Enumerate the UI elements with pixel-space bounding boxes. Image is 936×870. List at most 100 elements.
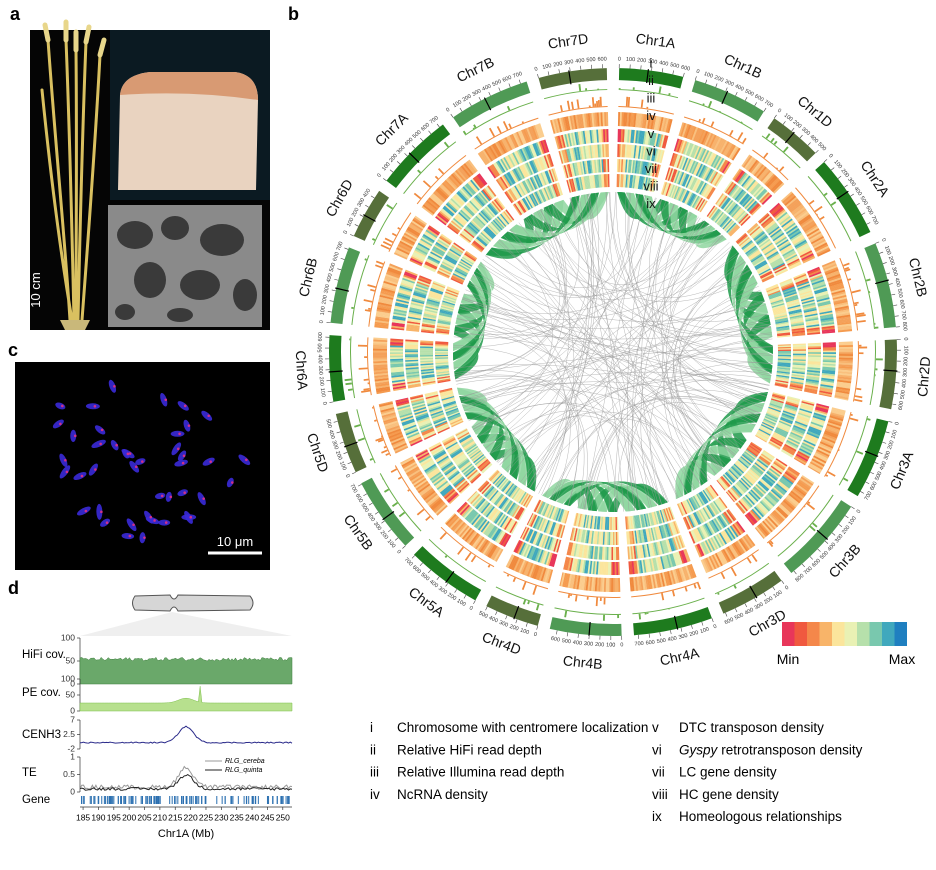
tick-label: 500 <box>317 343 323 352</box>
spot-signal <box>66 471 69 474</box>
tick <box>567 632 568 636</box>
hifi-peak <box>527 601 530 604</box>
tick <box>875 242 879 244</box>
illumina-peak <box>368 308 371 310</box>
chromosome <box>354 191 389 241</box>
illumina-peak <box>641 100 644 108</box>
hifi-peak <box>875 368 877 370</box>
tick <box>489 92 491 96</box>
tick-label: 500 <box>419 572 430 582</box>
ncrna-density <box>839 351 853 353</box>
scale-swatch <box>832 622 845 646</box>
x-tick-label: 215 <box>168 812 182 822</box>
tick <box>662 68 663 72</box>
illumina-peak <box>497 126 502 133</box>
hifi-peak <box>392 502 398 507</box>
spot-signal <box>115 444 118 447</box>
illumina-peak <box>438 168 444 174</box>
translocation-link <box>468 284 688 494</box>
tick <box>862 213 866 215</box>
track-label: PE cov. <box>22 687 61 699</box>
tick-label: 200 <box>887 256 896 267</box>
chromosome-name: Chr4D <box>480 628 524 657</box>
illumina-peak <box>576 99 579 108</box>
illumina-peak <box>685 587 688 592</box>
tick <box>802 564 805 567</box>
density-heat <box>808 349 821 351</box>
hifi-peak <box>348 388 353 390</box>
tick <box>451 114 453 117</box>
tick-label: 300 <box>437 586 448 596</box>
legend-text: Homeologous relationships <box>679 809 842 824</box>
chromosome-name: Chr7B <box>454 54 497 86</box>
illumina-peak <box>857 320 866 323</box>
spot-signal <box>161 495 164 498</box>
tick-label: 600 <box>864 205 874 216</box>
illumina-depth <box>853 341 859 402</box>
density-heat <box>613 547 615 560</box>
tick <box>844 185 847 187</box>
legend-numeral: i <box>370 720 373 735</box>
tick <box>875 462 879 464</box>
tick-label: 100 <box>346 217 355 228</box>
illumina-peak <box>850 418 859 422</box>
legend-numeral: vii <box>652 765 665 780</box>
spot-signal <box>101 429 104 432</box>
tick-label: 0 <box>880 238 887 243</box>
illumina-peak <box>731 567 737 576</box>
illumina-peak <box>385 453 389 456</box>
tick-label: 700 <box>429 115 440 125</box>
density-heat <box>614 532 616 545</box>
tick-label: 0 <box>319 320 325 324</box>
spot-signal <box>106 521 109 524</box>
tick-label: 600 <box>332 251 341 262</box>
density-heat <box>390 352 403 354</box>
legend-text: LC gene density <box>679 765 777 780</box>
tick-label: 600 <box>354 493 364 504</box>
tick-label: 200 <box>553 61 563 69</box>
x-tick-label: 205 <box>137 812 151 822</box>
illumina-peak <box>359 367 368 369</box>
density-heat <box>613 532 615 545</box>
tick <box>455 589 457 592</box>
tick-label: 400 <box>326 273 334 283</box>
illumina-depth <box>367 337 372 395</box>
tick-label: 500 <box>900 390 907 400</box>
ring-label: iii <box>647 91 656 106</box>
tick <box>355 224 359 226</box>
cenh3-signal <box>80 726 292 743</box>
chromosome <box>539 68 608 89</box>
density-heat <box>390 354 403 356</box>
x-tick-label: 225 <box>199 812 213 822</box>
tick-label: 100 <box>703 71 714 80</box>
illumina-peak <box>567 101 570 110</box>
tick-label: 200 <box>791 119 802 129</box>
tick <box>341 258 345 259</box>
panel-label: d <box>8 578 19 598</box>
density-heat <box>778 350 791 352</box>
x-tick-label: 195 <box>107 812 121 822</box>
density-heat <box>823 349 836 351</box>
illumina-peak <box>374 419 377 421</box>
scale-label: 10 cm <box>28 272 43 307</box>
tick <box>870 472 874 474</box>
tick-label: 400 <box>667 636 677 644</box>
chromosome-name: Chr4A <box>658 644 701 668</box>
tick <box>673 70 674 74</box>
panel-label: c <box>8 340 18 360</box>
legend-numeral: v <box>652 720 659 735</box>
spot-signal <box>143 536 146 539</box>
scale-swatch <box>807 622 820 646</box>
tick-label: 0 <box>827 153 834 159</box>
tick-label: 300 <box>902 368 909 378</box>
tick-label: 200 <box>713 75 724 84</box>
tick-label: 600 <box>724 617 735 626</box>
chromosome <box>879 339 897 409</box>
tick <box>824 159 827 162</box>
illumina-peak <box>814 206 822 212</box>
tick-label: 300 <box>584 641 594 648</box>
illumina-peak <box>711 121 715 127</box>
tick <box>334 279 338 280</box>
illumina-peak <box>465 552 472 561</box>
